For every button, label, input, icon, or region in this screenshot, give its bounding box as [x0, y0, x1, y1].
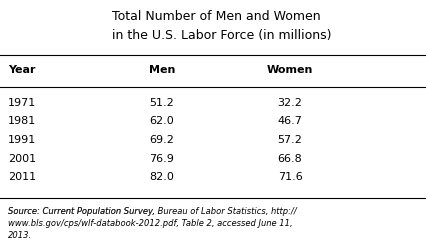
- Text: 71.6: 71.6: [278, 172, 302, 182]
- Text: 62.0: 62.0: [150, 116, 174, 127]
- Text: 51.2: 51.2: [150, 98, 174, 108]
- Text: Source: Current Population Survey,: Source: Current Population Survey,: [8, 207, 155, 216]
- Text: 82.0: 82.0: [150, 172, 174, 182]
- Text: Total Number of Men and Women
in the U.S. Labor Force (in millions): Total Number of Men and Women in the U.S…: [112, 11, 331, 41]
- Text: 69.2: 69.2: [150, 135, 174, 145]
- Text: 1991: 1991: [8, 135, 36, 145]
- Text: Source: Current Population Survey, Bureau of Labor Statistics, http://
www.bls.g: Source: Current Population Survey, Burea…: [8, 207, 297, 240]
- Text: 1981: 1981: [8, 116, 36, 127]
- Text: Women: Women: [267, 65, 313, 75]
- Text: 32.2: 32.2: [278, 98, 302, 108]
- Text: TABLE 9.6: TABLE 9.6: [22, 21, 80, 31]
- Text: 2011: 2011: [8, 172, 36, 182]
- Text: Year: Year: [8, 65, 35, 75]
- Text: 1971: 1971: [8, 98, 36, 108]
- Text: 57.2: 57.2: [278, 135, 302, 145]
- Text: 76.9: 76.9: [150, 154, 174, 163]
- Text: Men: Men: [149, 65, 175, 75]
- Text: 66.8: 66.8: [278, 154, 302, 163]
- Text: 2001: 2001: [8, 154, 36, 163]
- Text: Source: Current Population Survey, Bureau of Labor Statistics, http://
www.bls.g: Source: Current Population Survey, Burea…: [8, 207, 297, 240]
- Text: 46.7: 46.7: [278, 116, 302, 127]
